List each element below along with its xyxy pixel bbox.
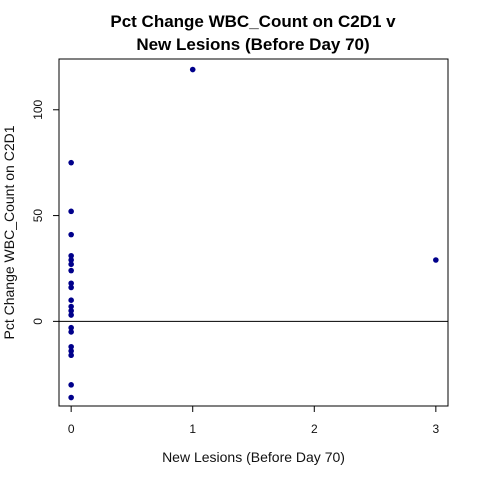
data-point — [68, 252, 74, 259]
x-tick-label: 0 — [68, 422, 75, 436]
data-point — [68, 343, 74, 350]
data-point — [68, 231, 74, 238]
x-tick-label: 2 — [311, 422, 318, 436]
data-point — [433, 257, 439, 263]
y-tick-label: 100 — [31, 99, 45, 119]
data-point — [68, 307, 74, 314]
data-point — [68, 159, 74, 166]
data-point — [68, 261, 74, 268]
data-point — [68, 324, 74, 331]
chart-title-line-2: New Lesions (Before Day 70) — [136, 35, 369, 54]
x-tick-label: 3 — [433, 422, 440, 436]
y-tick-label: 50 — [31, 209, 45, 223]
data-point — [68, 329, 74, 335]
plot-area-frame — [58, 58, 449, 407]
x-axis-label: New Lesions (Before Day 70) — [162, 449, 345, 465]
data-point — [68, 382, 74, 388]
chart-title-line-1: Pct Change WBC_Count on C2D1 v — [110, 12, 396, 31]
data-point — [68, 297, 74, 304]
data-point — [189, 66, 196, 73]
y-axis: 0 50 100 — [31, 99, 60, 325]
data-point — [68, 257, 74, 263]
y-tick-label: 0 — [31, 318, 45, 325]
data-point — [68, 267, 74, 274]
data-point — [68, 394, 74, 401]
data-point — [68, 312, 74, 318]
data-point — [68, 280, 74, 287]
data-point — [68, 348, 74, 354]
data-points — [68, 66, 439, 401]
data-point — [68, 208, 74, 215]
y-axis-label: Pct Change WBC_Count on C2D1 — [1, 125, 17, 339]
x-axis: 0 1 2 3 — [68, 405, 440, 436]
data-point — [68, 303, 74, 310]
data-point — [68, 284, 74, 291]
data-point — [68, 352, 74, 359]
x-tick-label: 1 — [189, 422, 196, 436]
